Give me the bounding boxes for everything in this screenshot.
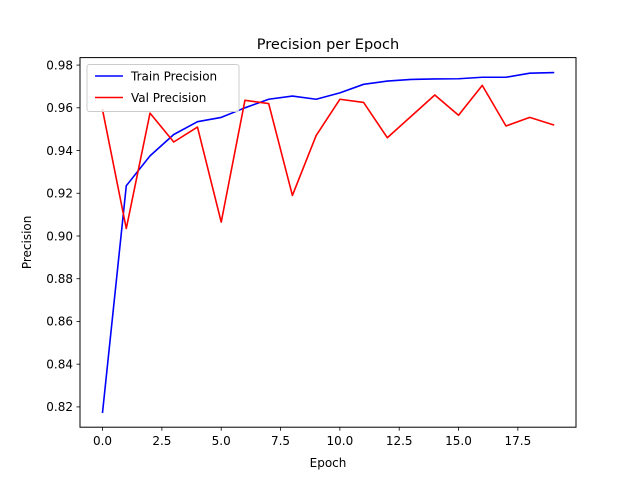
x-tick-label: 5.0 (212, 434, 231, 448)
legend: Train Precision Val Precision (86, 64, 240, 112)
y-axis: 0.82 0.84 0.86 0.88 0.90 0.92 0.94 0.96 0.98 (46, 58, 80, 414)
x-tick-label: 7.5 (271, 434, 290, 448)
series-line-1 (101, 84, 555, 230)
x-axis: 0.0 2.5 5.0 7.5 10.0 12.5 15.0 17.5 (93, 427, 531, 448)
y-tick-label: 0.90 (46, 229, 73, 243)
legend-label-1: Val Precision (131, 91, 206, 105)
y-tick-label: 0.94 (46, 144, 73, 158)
x-tick-label: 0.0 (93, 434, 112, 448)
axes-frame (79, 57, 577, 428)
series-line-0 (101, 71, 555, 414)
y-axis-title: Precision (20, 216, 34, 270)
x-axis-title: Epoch (310, 456, 347, 470)
plot-lines (101, 71, 555, 414)
y-tick-label: 0.86 (46, 315, 73, 329)
legend-label-0: Train Precision (130, 69, 217, 83)
x-tick-label: 17.5 (504, 434, 531, 448)
chart-title: Precision per Epoch (257, 37, 399, 53)
x-tick-label: 10.0 (327, 434, 354, 448)
y-tick-label: 0.84 (46, 357, 73, 371)
x-tick-label: 15.0 (445, 434, 472, 448)
y-tick-label: 0.88 (46, 272, 73, 286)
x-tick-label: 12.5 (386, 434, 413, 448)
y-tick-label: 0.98 (46, 58, 73, 72)
y-tick-label: 0.96 (46, 101, 73, 115)
legend-box (86, 64, 240, 112)
y-tick-label: 0.82 (46, 400, 73, 414)
y-tick-label: 0.92 (46, 187, 73, 201)
x-tick-label: 2.5 (152, 434, 171, 448)
